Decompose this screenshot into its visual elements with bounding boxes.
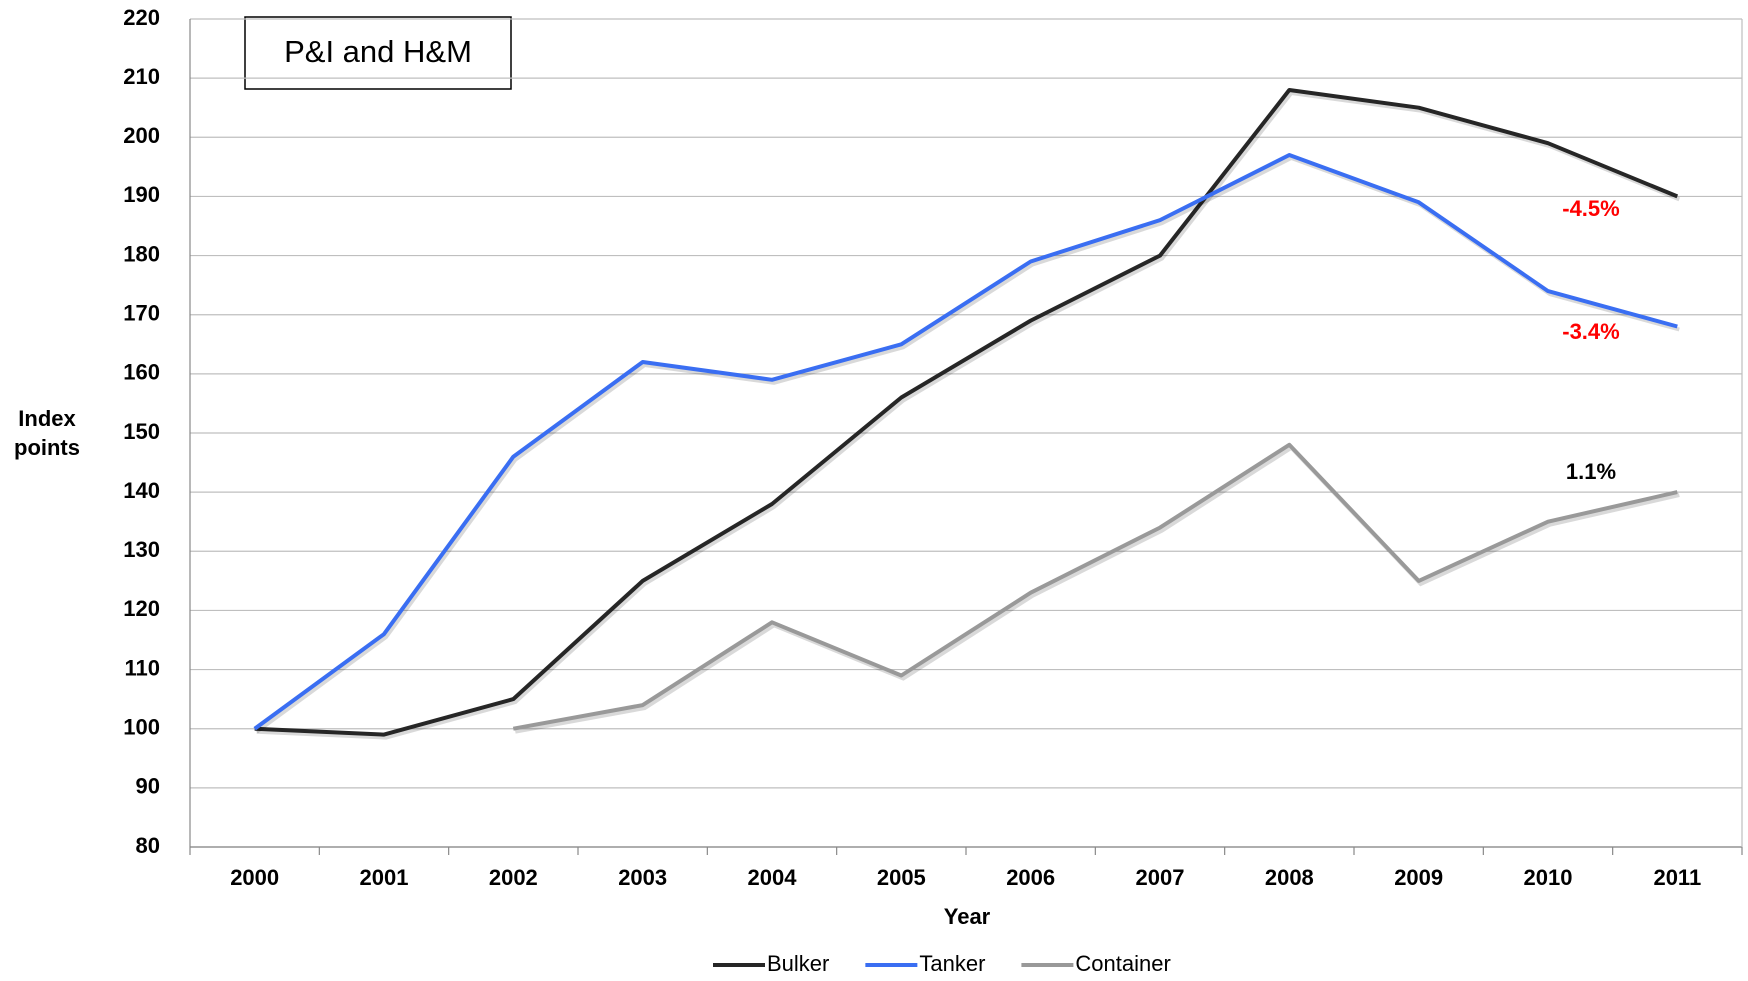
y-axis-label: points (14, 435, 80, 460)
series-shadow (514, 445, 1680, 734)
y-tick-label: 210 (123, 64, 160, 89)
legend-label: Bulker (767, 951, 829, 976)
legend-label: Tanker (919, 951, 985, 976)
y-tick-label: 100 (123, 715, 160, 740)
x-tick-label: 2004 (748, 865, 798, 890)
x-tick-label: 2009 (1394, 865, 1443, 890)
y-tick-label: 220 (123, 5, 160, 30)
legend-label: Container (1075, 951, 1170, 976)
series-line (253, 153, 1678, 731)
y-tick-label: 90 (136, 774, 160, 799)
annotation: 1.1% (1566, 459, 1616, 484)
x-tick-label: 2003 (618, 865, 667, 890)
x-tick-label: 2001 (360, 865, 409, 890)
series-shadow (255, 155, 1680, 734)
y-tick-label: 180 (123, 241, 160, 266)
y-tick-label: 190 (123, 182, 160, 207)
y-tick-label: 160 (123, 360, 160, 385)
series-line (254, 88, 1679, 737)
x-tick-label: 2006 (1006, 865, 1055, 890)
x-axis-label: Year (944, 904, 991, 929)
x-tick-label: 2005 (877, 865, 926, 890)
series-shadow (256, 90, 1681, 740)
chart-title: P&I and H&M (284, 34, 472, 69)
title-box: P&I and H&M (244, 16, 512, 90)
annotation: -3.4% (1562, 319, 1619, 344)
y-tick-label: 150 (123, 419, 160, 444)
y-tick-label: 80 (136, 833, 160, 858)
y-tick-label: 110 (125, 655, 161, 680)
annotation: -4.5% (1562, 196, 1619, 221)
title-frame (244, 16, 512, 90)
y-tick-label: 120 (123, 596, 160, 621)
y-tick-label: 140 (123, 478, 160, 503)
x-tick-label: 2007 (1136, 865, 1185, 890)
x-tick-label: 2008 (1265, 865, 1314, 890)
x-tick-label: 2000 (230, 865, 279, 890)
series-line (512, 442, 1678, 731)
y-axis-label: Index (18, 406, 76, 431)
x-tick-label: 2002 (489, 865, 538, 890)
y-tick-label: 200 (123, 123, 160, 148)
y-tick-label: 170 (123, 301, 160, 326)
y-tick-label: 130 (123, 537, 160, 562)
x-tick-label: 2011 (1653, 865, 1701, 890)
x-tick-label: 2010 (1524, 865, 1573, 890)
